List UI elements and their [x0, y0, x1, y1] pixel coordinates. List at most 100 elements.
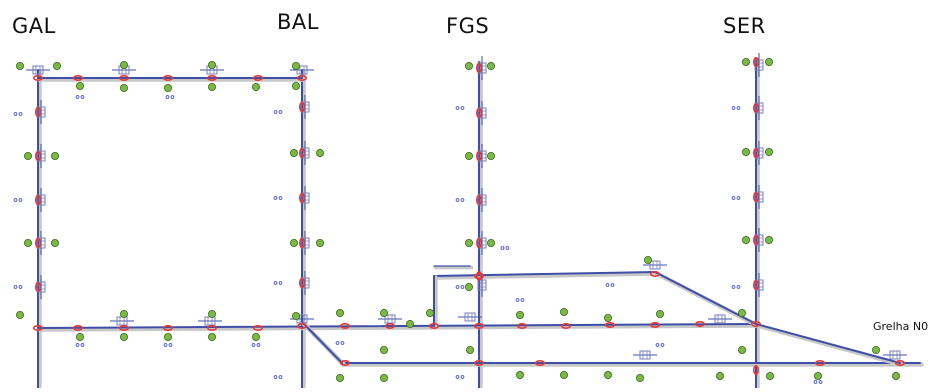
- dof-marker-icon: [605, 283, 615, 287]
- dof-marker-icon: [75, 343, 85, 347]
- dof-marker-icon: [455, 375, 465, 379]
- support-icon: [298, 148, 305, 159]
- dof-dot: [256, 343, 261, 347]
- dof-dot: [455, 198, 460, 202]
- dof-marker-icon: [731, 285, 741, 289]
- support-icon: [475, 62, 482, 73]
- dof-marker-icon: [13, 112, 23, 116]
- node-icon: [814, 371, 823, 380]
- beam-line: [37, 323, 757, 329]
- dof-dot: [273, 375, 278, 379]
- node-icon: [207, 61, 216, 70]
- column-bal: [301, 69, 306, 392]
- dof-marker-icon: [335, 341, 345, 345]
- support-icon: [119, 324, 130, 331]
- support-icon: [339, 359, 350, 366]
- support-icon: [752, 103, 759, 114]
- beam-shadow: [37, 323, 760, 332]
- support-icon: [534, 359, 545, 366]
- dof-dot: [18, 285, 23, 289]
- marker-layer: [13, 53, 907, 384]
- node-icon: [15, 310, 24, 319]
- dof-marker-icon: [13, 285, 23, 289]
- joint-box: [477, 107, 487, 119]
- support-icon: [34, 107, 41, 118]
- support-icon: [73, 324, 84, 331]
- joint-box: [754, 147, 764, 159]
- node-icon: [742, 147, 751, 156]
- dof-marker-icon: [75, 95, 85, 99]
- node-icon: [207, 83, 216, 92]
- support-icon: [475, 195, 482, 206]
- joint-box: [300, 277, 310, 289]
- node-icon: [207, 309, 216, 318]
- dof-dot: [170, 95, 175, 99]
- column-label-fgs: FGS: [446, 14, 490, 38]
- node-icon: [53, 62, 62, 71]
- dof-dot: [520, 298, 525, 302]
- support-icon: [475, 108, 482, 119]
- support-icon: [34, 151, 41, 162]
- node-icon: [120, 84, 129, 93]
- dof-dot: [655, 343, 660, 347]
- dof-dot: [335, 341, 340, 345]
- dof-dot: [80, 95, 85, 99]
- support-icon: [473, 272, 484, 279]
- node-icon: [51, 151, 60, 160]
- node-icon: [560, 370, 569, 379]
- node-icon: [379, 373, 388, 382]
- dof-dot: [731, 196, 736, 200]
- support-icon: [814, 359, 825, 366]
- node-icon: [76, 332, 85, 341]
- node-icon: [766, 371, 775, 380]
- column-label-gal: GAL: [12, 14, 56, 38]
- dof-dot: [75, 95, 80, 99]
- support-icon: [475, 270, 482, 281]
- node-icon: [335, 373, 344, 382]
- node-icon: [379, 345, 388, 354]
- joint-icon: [26, 65, 50, 75]
- node-icon: [604, 370, 613, 379]
- support-icon: [296, 322, 307, 329]
- dof-dot: [278, 375, 283, 379]
- joint-box: [36, 150, 46, 162]
- dof-marker-icon: [273, 281, 283, 285]
- support-icon: [475, 151, 482, 162]
- joint-icon: [754, 228, 764, 252]
- node-icon: [742, 58, 751, 67]
- support-icon: [32, 75, 43, 82]
- node-icon: [486, 238, 495, 247]
- dof-dot: [80, 343, 85, 347]
- node-icon: [656, 309, 665, 318]
- joint-icon: [378, 314, 402, 324]
- dof-dot: [273, 281, 278, 285]
- joint-box: [714, 314, 726, 324]
- dof-dot: [818, 380, 823, 384]
- dof-dot: [273, 110, 278, 114]
- joint-box: [477, 62, 487, 74]
- node-icon: [163, 332, 172, 341]
- dof-dot: [340, 341, 345, 345]
- dof-dot: [736, 285, 741, 289]
- column-ser: [755, 57, 760, 392]
- dof-marker-icon: [455, 285, 465, 289]
- node-icon: [738, 308, 747, 317]
- joint-box: [300, 237, 310, 249]
- dof-dot: [455, 285, 460, 289]
- dof-marker-icon: [515, 298, 525, 302]
- support-icon: [207, 324, 218, 331]
- node-icon: [23, 238, 32, 247]
- joint-box: [754, 234, 764, 246]
- beam-fgs-branch: [433, 271, 659, 280]
- node-icon: [15, 62, 24, 71]
- node-icon: [765, 58, 774, 67]
- support-icon: [649, 321, 660, 328]
- support-icon: [34, 238, 41, 249]
- joint-box: [754, 191, 764, 203]
- joint-icon: [198, 316, 222, 326]
- node-icon: [76, 82, 85, 91]
- joint-box: [889, 350, 901, 360]
- dof-dot: [278, 196, 283, 200]
- dof-dot: [163, 343, 168, 347]
